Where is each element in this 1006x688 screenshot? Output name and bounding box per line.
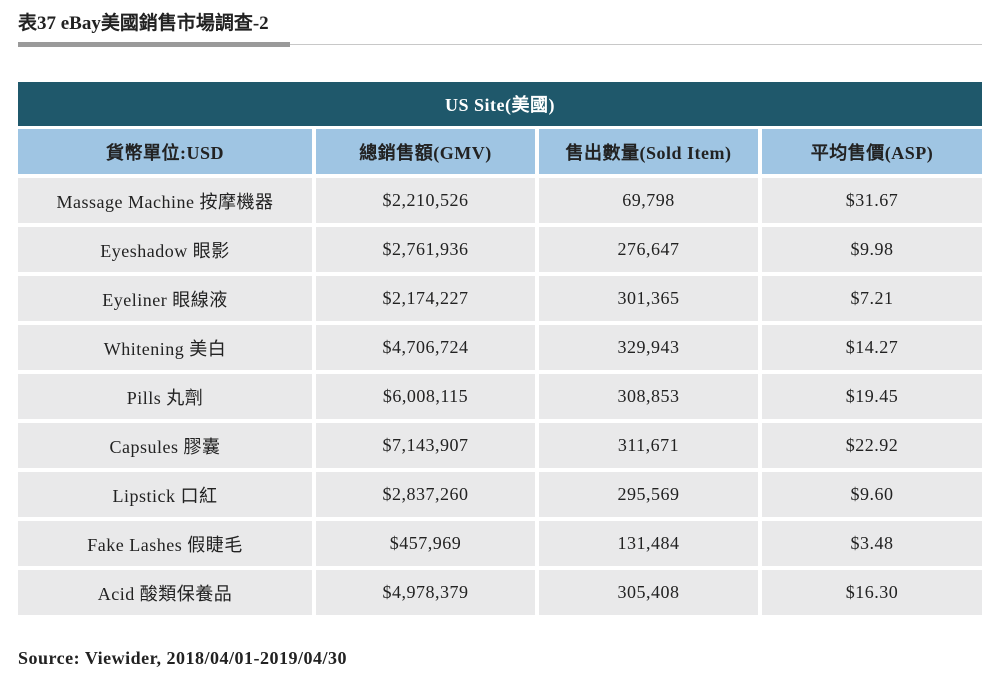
table-cell: Acid 酸類保養品 <box>18 570 312 615</box>
table-cell: $3.48 <box>762 521 982 566</box>
title: 表37 eBay美國銷售市場調查-2 <box>18 13 269 34</box>
column-header: 貨幣單位:USD <box>18 129 312 174</box>
table-caption: US Site(美國) <box>18 82 982 126</box>
table-cell: 276,647 <box>539 227 758 272</box>
table-cell: $9.98 <box>762 227 982 272</box>
table-cell: 131,484 <box>539 521 758 566</box>
table-cell: $2,761,936 <box>316 227 535 272</box>
table-cell: $6,008,115 <box>316 374 535 419</box>
table-cell: Fake Lashes 假睫毛 <box>18 521 312 566</box>
table-cell: Massage Machine 按摩機器 <box>18 178 312 223</box>
source: Source: Viewider, 2018/04/01-2019/04/30 <box>18 648 347 668</box>
table-cell: Lipstick 口紅 <box>18 472 312 517</box>
table-cell: Pills 丸劑 <box>18 374 312 419</box>
table-cell: 301,365 <box>539 276 758 321</box>
column-header: 售出數量(Sold Item) <box>539 129 758 174</box>
table-cell: $457,969 <box>316 521 535 566</box>
table-cell: $22.92 <box>762 423 982 468</box>
table-cell: $9.60 <box>762 472 982 517</box>
table-cell: $14.27 <box>762 325 982 370</box>
rule-accent <box>18 42 290 47</box>
table-cell: 295,569 <box>539 472 758 517</box>
table-cell: $2,837,260 <box>316 472 535 517</box>
table-cell: $4,978,379 <box>316 570 535 615</box>
table-cell: $7.21 <box>762 276 982 321</box>
column-header: 總銷售額(GMV) <box>316 129 535 174</box>
table-cell: $4,706,724 <box>316 325 535 370</box>
column-header: 平均售價(ASP) <box>762 129 982 174</box>
table-cell: $31.67 <box>762 178 982 223</box>
table-cell: 311,671 <box>539 423 758 468</box>
table-cell: 305,408 <box>539 570 758 615</box>
table-cell: $2,174,227 <box>316 276 535 321</box>
table-cell: $19.45 <box>762 374 982 419</box>
table-cell: $7,143,907 <box>316 423 535 468</box>
table-cell: $16.30 <box>762 570 982 615</box>
rule <box>18 44 982 45</box>
table-cell: Eyeshadow 眼影 <box>18 227 312 272</box>
table-cell: Whitening 美白 <box>18 325 312 370</box>
table-cell: 308,853 <box>539 374 758 419</box>
table-cell: Capsules 膠囊 <box>18 423 312 468</box>
table-cell: 69,798 <box>539 178 758 223</box>
table-cell: 329,943 <box>539 325 758 370</box>
table-cell: Eyeliner 眼線液 <box>18 276 312 321</box>
table-cell: $2,210,526 <box>316 178 535 223</box>
